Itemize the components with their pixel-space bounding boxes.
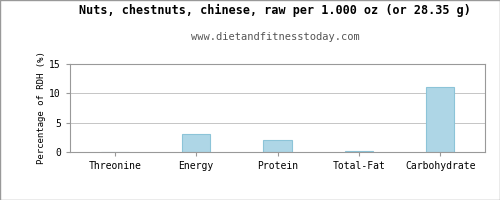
Bar [344,151,373,152]
Y-axis label: Percentage of RDH (%): Percentage of RDH (%) [38,52,46,164]
Text: www.dietandfitnesstoday.com: www.dietandfitnesstoday.com [190,32,360,42]
Bar [182,134,210,152]
Bar [426,87,454,152]
Bar [264,140,291,152]
Text: Nuts, chestnuts, chinese, raw per 1.000 oz (or 28.35 g): Nuts, chestnuts, chinese, raw per 1.000 … [79,4,471,17]
